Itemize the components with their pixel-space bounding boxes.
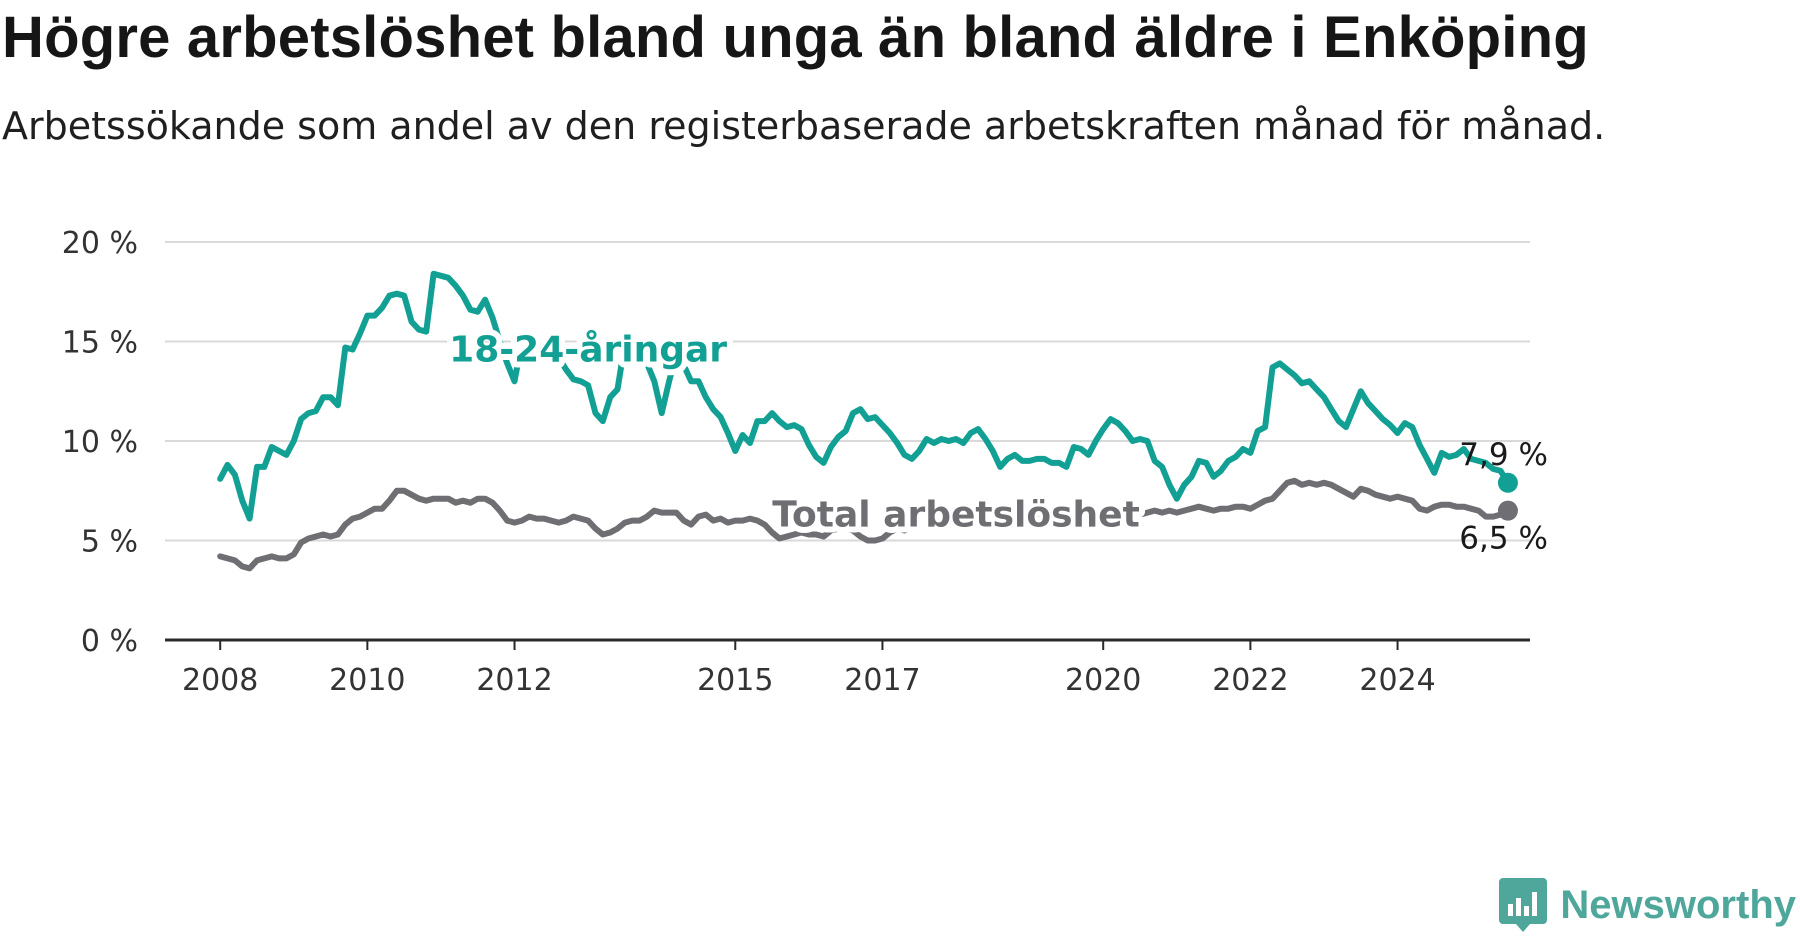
- series-end-point-0: [1497, 472, 1518, 493]
- series-end-point-1: [1497, 500, 1518, 521]
- chart-title: Högre arbetslöshet bland unga än bland ä…: [2, 5, 1589, 70]
- x-tick-label: 2010: [329, 663, 405, 698]
- series-name-label-1: Total arbetslöshet: [772, 495, 1140, 536]
- x-tick-label: 2008: [182, 663, 258, 698]
- newsworthy-logo: Newsworthy: [1498, 876, 1796, 934]
- series-labels: 7,9 % 6,5 % 18-24-åringar Total arbetslöshe…: [443, 323, 1548, 557]
- end-value-label-1: 6,5 %: [1459, 521, 1548, 557]
- series-line-1: [217, 477, 1511, 572]
- chart-subtitle: Arbetssökande som andel av den registerb…: [2, 104, 1606, 148]
- brand-name: Newsworthy: [1560, 882, 1796, 927]
- grid-lines: [165, 241, 1530, 542]
- y-tick-label: 20 %: [62, 226, 138, 261]
- x-tick-label: 2015: [697, 663, 773, 698]
- series-lines: [217, 270, 1518, 572]
- end-value-label-0: 7,9 %: [1459, 437, 1548, 473]
- series-line-0: [217, 270, 1511, 522]
- newsworthy-logo-icon: [1499, 878, 1548, 932]
- x-tick-label: 2022: [1212, 663, 1288, 698]
- y-axis: 0 % 5 % 10 % 15 % 20 %: [62, 226, 138, 659]
- y-tick-label: 10 %: [62, 425, 138, 460]
- y-tick-label: 5 %: [81, 525, 138, 560]
- x-tick-label: 2020: [1065, 663, 1141, 698]
- series-name-label-0: 18-24-åringar: [449, 329, 727, 370]
- x-axis: 2008 2010 2012 2015 2017 2020 2022 2024: [165, 638, 1530, 698]
- x-tick-label: 2024: [1359, 663, 1435, 698]
- x-tick-label: 2012: [476, 663, 552, 698]
- y-tick-label: 15 %: [62, 326, 138, 361]
- x-tick-label: 2017: [844, 663, 920, 698]
- y-tick-label: 0 %: [81, 624, 138, 659]
